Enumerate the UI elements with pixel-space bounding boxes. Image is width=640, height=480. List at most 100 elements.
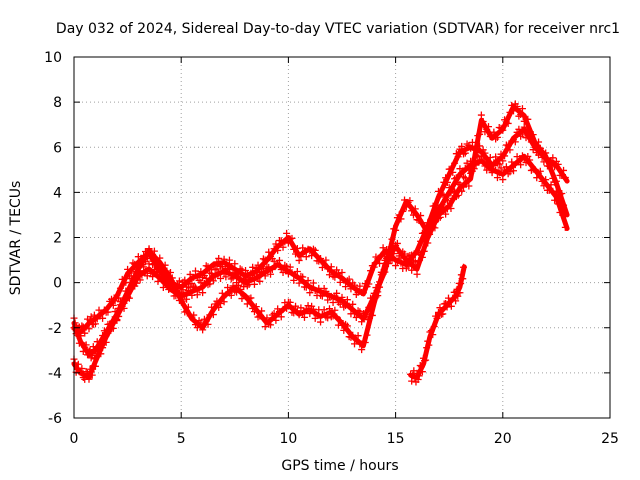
data-point — [510, 167, 518, 175]
data-point — [243, 300, 251, 308]
data-point — [338, 268, 346, 276]
data-point — [108, 295, 116, 303]
data-point — [124, 293, 132, 301]
data-point — [138, 271, 146, 279]
data-point — [154, 262, 162, 270]
data-point — [136, 267, 144, 275]
data-point — [535, 138, 543, 146]
data-point — [535, 151, 543, 159]
data-point — [206, 280, 214, 288]
data-point — [408, 207, 416, 215]
data-point — [490, 128, 498, 136]
data-point — [299, 273, 307, 281]
data-point — [286, 263, 294, 271]
x-tick-label: 0 — [70, 431, 79, 447]
data-point — [345, 302, 353, 310]
data-point — [542, 176, 550, 184]
data-point — [413, 270, 421, 278]
data-point — [295, 256, 303, 264]
data-point — [397, 215, 405, 223]
data-point — [436, 304, 444, 312]
data-point — [439, 310, 447, 318]
data-point — [358, 346, 366, 354]
data-point — [116, 284, 124, 292]
data-point — [156, 269, 164, 277]
data-point — [411, 375, 419, 383]
data-point — [549, 154, 557, 162]
data-point — [442, 174, 450, 182]
data-point — [483, 166, 491, 174]
data-point — [415, 372, 423, 380]
data-point — [313, 312, 321, 320]
data-point — [220, 255, 228, 263]
data-point — [518, 105, 526, 113]
data-point — [284, 239, 292, 247]
data-point — [457, 280, 465, 288]
data-point — [349, 300, 357, 308]
data-point — [401, 250, 409, 258]
data-point — [292, 250, 300, 258]
data-point — [352, 336, 360, 344]
data-point — [325, 305, 333, 313]
series-3 — [70, 100, 570, 362]
data-point — [333, 289, 341, 297]
data-point — [513, 153, 521, 161]
data-point — [275, 256, 283, 264]
data-point — [560, 166, 568, 174]
data-point — [456, 180, 464, 188]
data-point — [318, 264, 326, 272]
data-point — [209, 261, 217, 269]
data-point — [225, 266, 233, 274]
data-point — [324, 314, 332, 322]
data-point — [99, 314, 107, 322]
data-point — [359, 289, 367, 297]
x-axis-label: GPS time / hours — [281, 458, 398, 474]
data-point — [288, 269, 296, 277]
data-point — [224, 284, 232, 292]
data-point — [199, 289, 207, 297]
data-point — [426, 230, 434, 238]
data-point — [545, 186, 553, 194]
data-point — [124, 265, 132, 273]
data-point — [459, 183, 467, 191]
data-point — [90, 355, 98, 363]
data-point — [459, 275, 467, 283]
data-point — [551, 196, 559, 204]
data-point — [259, 265, 267, 273]
y-tick-label: 8 — [53, 95, 62, 111]
data-point — [147, 255, 155, 263]
data-point — [272, 316, 280, 324]
data-point — [392, 226, 400, 234]
data-point — [488, 132, 496, 140]
data-point — [458, 169, 466, 177]
data-point — [106, 320, 114, 328]
data-point — [143, 252, 151, 260]
data-point — [536, 167, 544, 175]
data-point — [458, 142, 466, 150]
data-point — [293, 245, 301, 253]
data-point — [256, 312, 264, 320]
data-point — [425, 341, 433, 349]
data-point — [343, 296, 351, 304]
data-point — [552, 177, 560, 185]
data-point — [256, 277, 264, 285]
data-point — [340, 326, 348, 334]
data-point — [145, 246, 153, 254]
data-point — [131, 260, 139, 268]
data-point — [309, 279, 317, 287]
data-point — [424, 337, 432, 345]
data-point — [351, 281, 359, 289]
data-point — [74, 328, 82, 336]
data-point — [449, 168, 457, 176]
data-point — [340, 276, 348, 284]
data-point — [338, 293, 346, 301]
data-point — [297, 304, 305, 312]
x-tick-label: 20 — [494, 431, 512, 447]
data-point — [492, 166, 500, 174]
data-point — [418, 219, 426, 227]
x-tick-label: 5 — [177, 431, 186, 447]
data-point — [311, 287, 319, 295]
data-point — [446, 298, 454, 306]
data-point — [91, 362, 99, 370]
data-point — [443, 303, 451, 311]
